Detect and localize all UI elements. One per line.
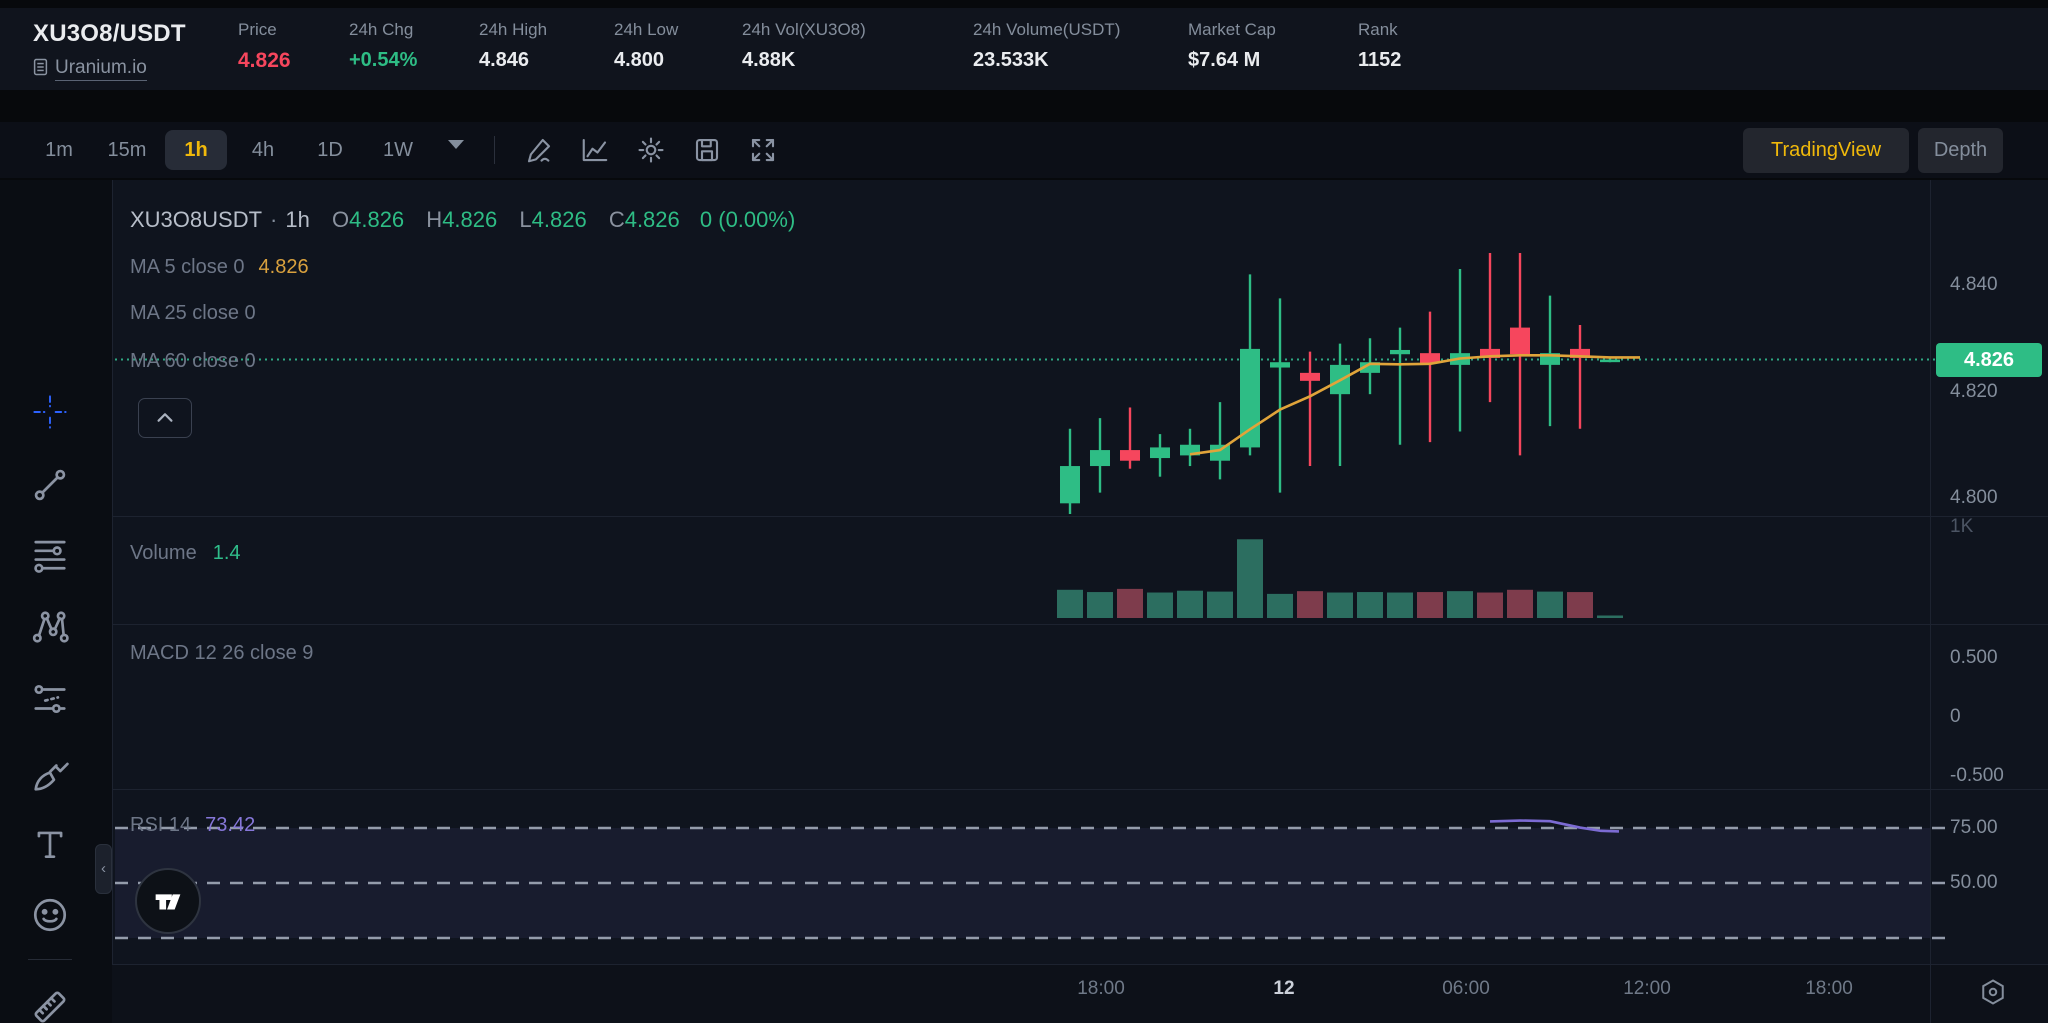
emoji-icon[interactable] [31,896,69,934]
timeframe-1m[interactable]: 1m [45,139,73,161]
stat-24h-vol-base: 24h Vol(XU3O8) 4.88K [742,20,866,71]
indicator-chart-icon[interactable] [580,135,610,165]
ohlc-legend: XU3O8USDT · 1h O4.826 H4.826 L4.826 C4.826… [130,207,796,232]
chevron-down-icon[interactable] [448,140,464,149]
pane-divider[interactable] [112,624,2048,625]
legend-symbol: XU3O8USDT [130,207,263,232]
axis-tick-label: 4.800 [1950,487,1998,508]
axis-tick-label: 50.00 [1950,872,1998,893]
pane-divider[interactable] [112,516,2048,517]
drawing-toolbar [0,180,112,1023]
timeframe-15m[interactable]: 15m [107,139,147,161]
timeframe-4h[interactable]: 4h [251,139,275,161]
crosshair-icon[interactable] [31,393,69,431]
symbol-block: XU3O8/USDT Uranium.io [33,20,186,81]
axis-tick-label: 4.820 [1950,380,1998,402]
plot-left-border [112,180,113,965]
axis-tick-label: -0.500 [1950,765,2004,786]
time-tick-label: 18:00 [1077,978,1125,999]
axis-tick-label: 0.500 [1950,647,1998,668]
ruler-icon[interactable] [31,988,69,1023]
chart-toolbar: 1m 15m 1h 4h 1D 1W TradingView Depth [0,122,2048,178]
exchange-name: Uranium.io [55,57,147,81]
timeframe-1w[interactable]: 1W [383,139,413,161]
stat-24h-high: 24h High 4.846 [479,20,548,71]
trend-line-icon[interactable] [31,466,69,504]
pane-divider [112,964,2048,965]
ma5-row: MA 5 close 0 4.826 [130,256,309,278]
xabcd-pattern-icon[interactable] [31,608,69,646]
time-tick-label: 06:00 [1442,978,1490,999]
rsi-row: RSI 14 73.42 [130,814,256,836]
time-tick-label: 12:00 [1623,978,1671,999]
settings-gear-icon[interactable] [636,135,666,165]
axis-settings-icon[interactable] [1978,977,2008,1007]
tradingview-logo[interactable] [135,868,201,934]
time-tick-label: 18:00 [1805,978,1853,999]
macd-row: MACD 12 26 close 9 [130,642,314,664]
stat-24h-low: 24h Low 4.800 [614,20,679,71]
last-price-tag: 4.826 [1936,342,2042,377]
stat-rank: Rank 1152 [1358,20,1402,71]
axis-tick-label: 0 [1950,706,1961,727]
toolbar-divider [494,136,495,164]
axis-tick-label: 4.840 [1950,274,1998,295]
rsi-value: 73.42 [205,814,256,836]
price-axis-border [1930,180,1931,1023]
stat-24h-vol-quote: 24h Volume(USDT) 23.533K [973,20,1121,71]
draw-icon[interactable] [524,135,554,165]
text-tool-icon[interactable] [31,825,69,863]
time-axis[interactable]: 18:00 12 06:00 12:00 18:00 [112,965,2048,1023]
legend-interval: 1h [285,207,310,232]
ma60-row: MA 60 close 0 [130,350,256,372]
timeframe-1d[interactable]: 1D [317,139,343,161]
stat-price: Price 4.826 [238,20,291,72]
chart-canvas[interactable] [0,180,2048,1023]
tradingview-tab[interactable]: TradingView [1743,128,1909,173]
fib-lines-icon[interactable] [31,535,69,573]
pane-divider[interactable] [112,789,2048,790]
market-header: XU3O8/USDT Uranium.io Price 4.826 24h Chg… [0,8,2048,90]
ma5-value: 4.826 [258,256,309,278]
sidebar-collapse-handle[interactable]: ‹ [95,844,112,894]
volume-value: 1.4 [212,542,241,564]
depth-tab[interactable]: Depth [1918,128,2003,173]
fullscreen-icon[interactable] [748,135,778,165]
volume-row: Volume 1.4 [130,542,241,564]
save-icon[interactable] [692,135,722,165]
pair-title: XU3O8/USDT [33,20,186,47]
brush-icon[interactable] [31,756,69,794]
legend-collapse-button[interactable] [138,398,192,438]
stat-market-cap: Market Cap $7.64 M [1188,20,1276,71]
axis-tick-label: 1K [1950,516,1974,537]
time-tick-label: 12 [1273,978,1295,999]
parallel-channel-icon[interactable] [31,680,69,718]
stat-24h-change: 24h Chg +0.54% [349,20,418,71]
document-icon [33,58,48,81]
ma25-row: MA 25 close 0 [130,302,256,324]
timeframe-1h[interactable]: 1h [165,130,227,170]
exchange-link[interactable]: Uranium.io [33,57,186,81]
legend-change: 0 (0.00%) [699,207,796,232]
axis-tick-label: 75.00 [1950,817,1998,838]
toolbar-separator [28,959,72,960]
